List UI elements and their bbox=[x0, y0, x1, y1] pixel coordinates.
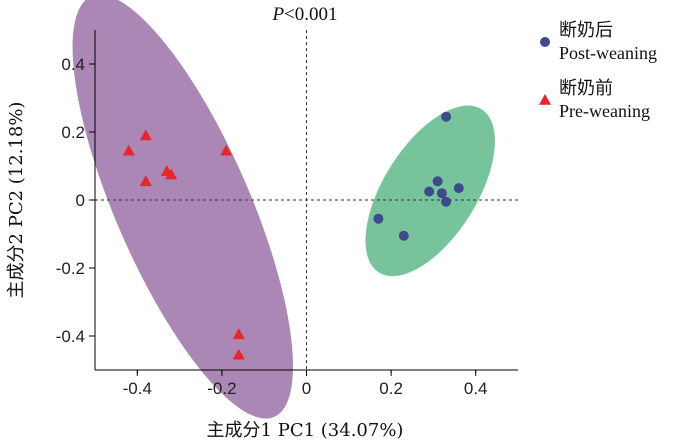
chart-title-value: <0.001 bbox=[284, 4, 337, 25]
chart-title: P<0.001 bbox=[271, 4, 337, 25]
point-post-weaning bbox=[436, 188, 447, 199]
legend-label-en-post-weaning: Post-weaning bbox=[559, 43, 657, 63]
y-tick-label: 0 bbox=[76, 191, 85, 210]
y-tick-label: 0.4 bbox=[61, 55, 85, 74]
legend-marker-post-weaning bbox=[540, 37, 550, 47]
point-pre-weaning bbox=[139, 129, 152, 141]
y-tick-label: -0.4 bbox=[56, 327, 85, 346]
point-post-weaning bbox=[453, 183, 464, 194]
point-post-weaning bbox=[373, 213, 384, 224]
x-tick-label: -0.2 bbox=[207, 379, 236, 398]
axes: -0.4 -0.2 0 0.2 0.4 0.4 0.2 0 -0.2 -0.4 bbox=[56, 30, 518, 398]
x-tick-label: 0 bbox=[302, 379, 311, 398]
ellipse-pre-weaning bbox=[72, 0, 294, 419]
y-axis-title: 主成分2 PC2 (12.18%) bbox=[6, 102, 27, 299]
point-post-weaning bbox=[398, 230, 409, 241]
legend: 断奶后 Post-weaning 断奶前 Pre-weaning bbox=[539, 20, 657, 121]
point-pre-weaning bbox=[232, 348, 245, 360]
legend-label-en-pre-weaning: Pre-weaning bbox=[559, 101, 650, 121]
point-post-weaning bbox=[441, 196, 452, 207]
point-post-weaning bbox=[424, 186, 435, 197]
legend-marker-pre-weaning bbox=[539, 94, 551, 105]
point-pre-weaning bbox=[220, 144, 233, 156]
point-pre-weaning bbox=[232, 328, 245, 340]
x-axis-title: 主成分1 PC1 (34.07%) bbox=[207, 420, 404, 441]
x-tick-label: 0.4 bbox=[464, 379, 488, 398]
confidence-ellipses bbox=[72, 0, 495, 419]
x-tick-label: -0.4 bbox=[123, 379, 152, 398]
y-tick-label: -0.2 bbox=[56, 259, 85, 278]
reference-lines bbox=[95, 30, 518, 370]
legend-label-cn-post-weaning: 断奶后 bbox=[559, 20, 613, 40]
point-pre-weaning bbox=[139, 175, 152, 187]
point-pre-weaning bbox=[165, 168, 178, 180]
point-pre-weaning bbox=[122, 144, 135, 156]
x-tick-label: 0.2 bbox=[379, 379, 403, 398]
point-post-weaning bbox=[441, 111, 452, 122]
y-tick-label: 0.2 bbox=[61, 123, 85, 142]
chart-title-p: P bbox=[271, 4, 284, 25]
legend-label-cn-pre-weaning: 断奶前 bbox=[559, 78, 613, 98]
point-post-weaning bbox=[432, 176, 443, 187]
data-points bbox=[122, 111, 464, 360]
